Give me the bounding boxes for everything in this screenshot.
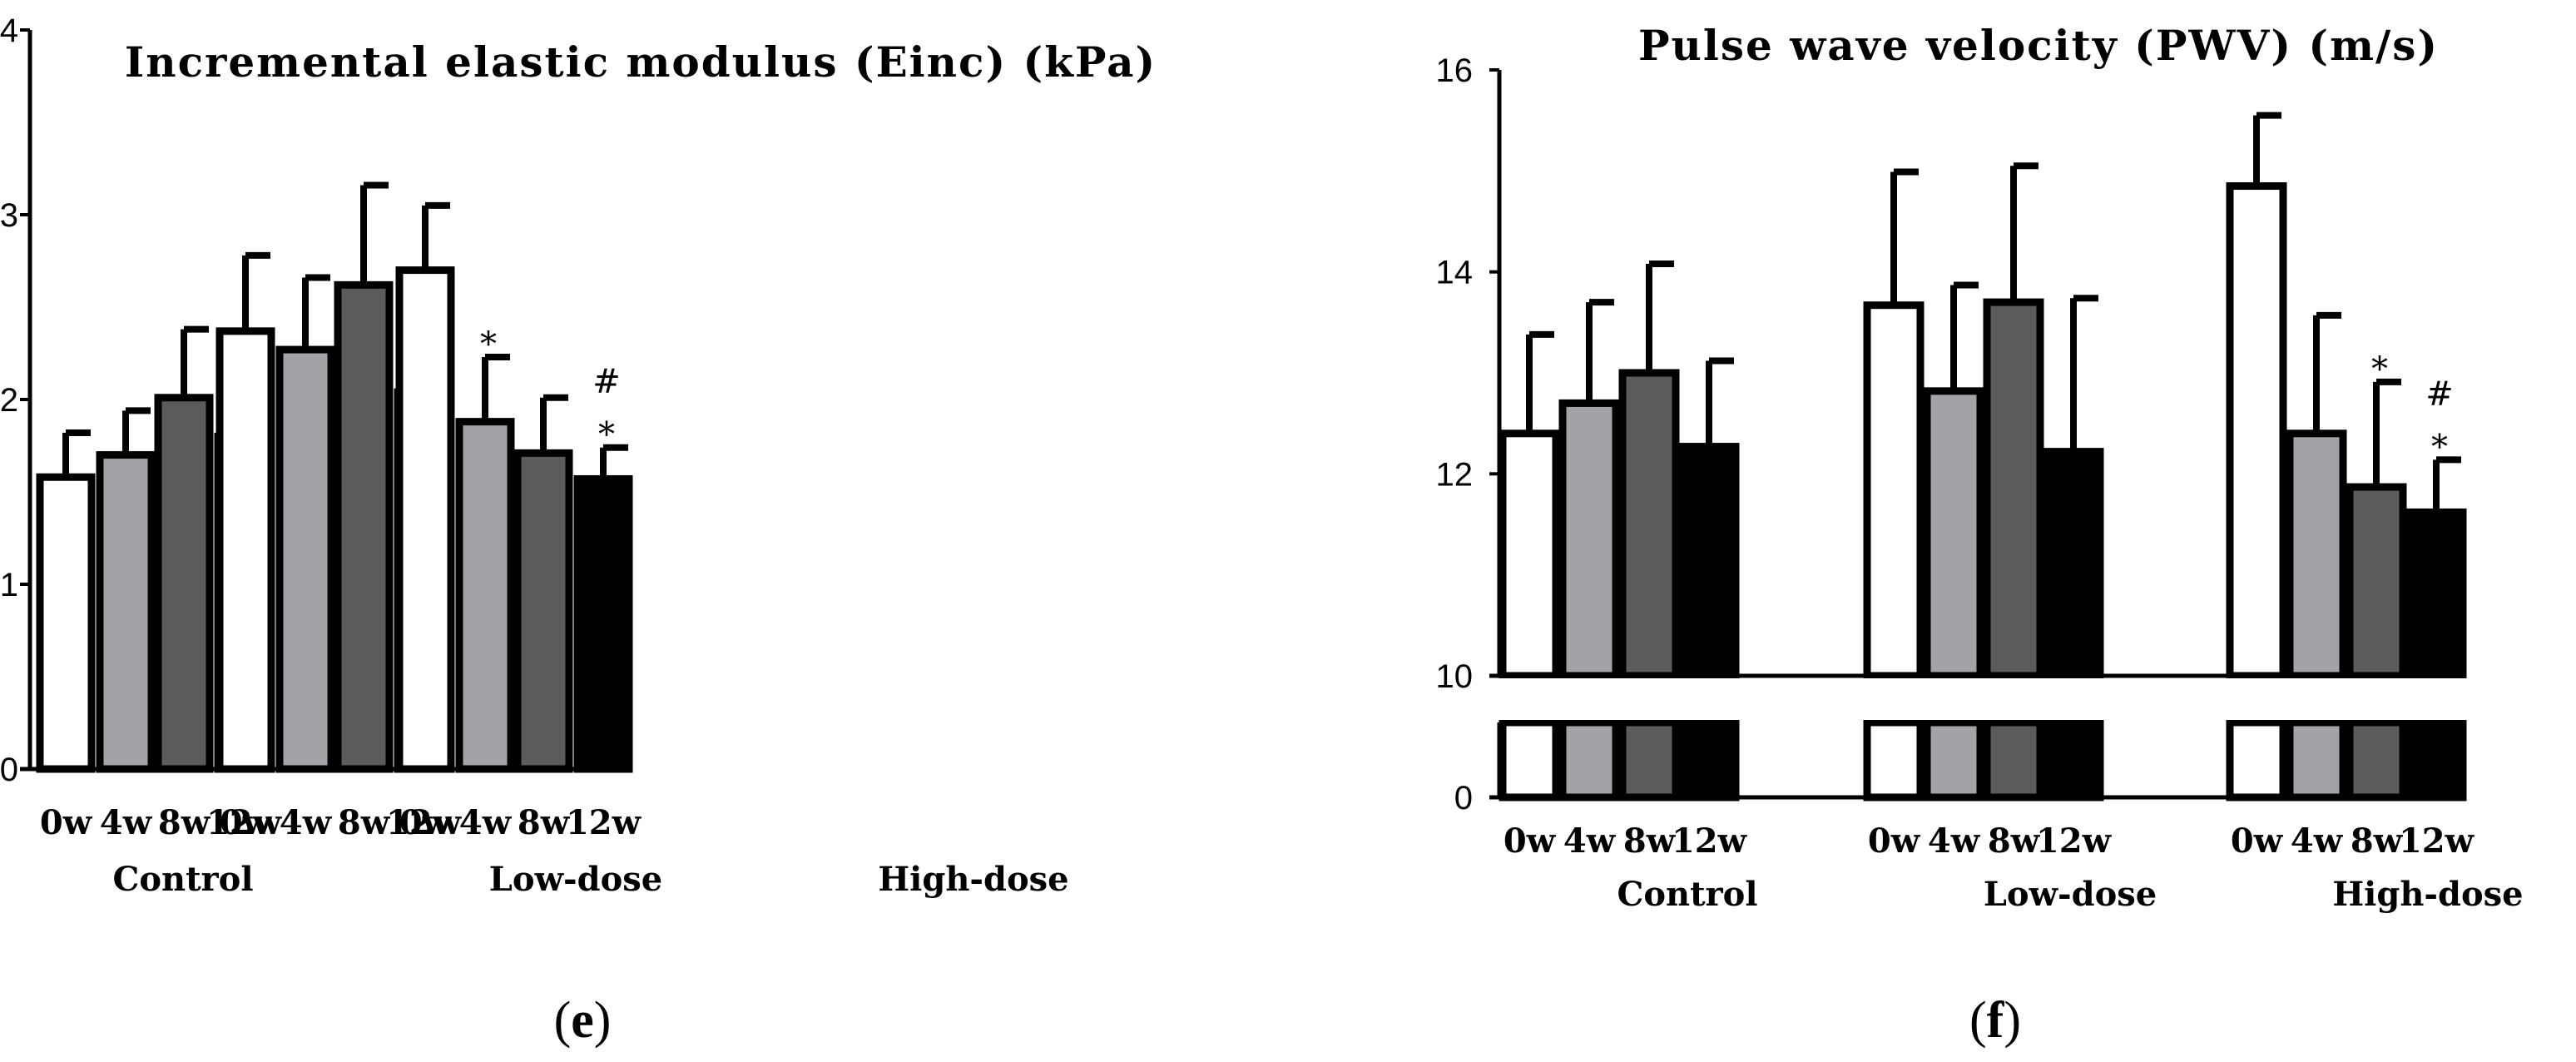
x-tick-label: 12w (1672, 821, 1748, 861)
axis-break-gap (2042, 678, 2105, 720)
significance-asterisk: * (598, 416, 615, 454)
x-tick-label: 8w (1623, 821, 1677, 861)
axis-break-gap (2345, 678, 2408, 720)
x-tick-label: 8w (338, 803, 391, 842)
x-tick-label: 0w (1503, 821, 1557, 861)
axis-break-gap (1617, 678, 1681, 720)
x-tick-label: 0w (399, 803, 453, 842)
bar (513, 449, 573, 773)
bar (1499, 429, 1560, 680)
axis-break-gap (2285, 678, 2348, 720)
x-tick-label: 4w (2291, 821, 2344, 861)
bar (2226, 182, 2287, 680)
axis-break-gap (1922, 678, 1985, 720)
x-tick-label: 12w (386, 803, 463, 842)
bar (36, 473, 96, 773)
y-tick-label: 10 (1436, 658, 1474, 695)
group-label: High-dose (2332, 875, 2523, 914)
bar-lower-segment (2226, 718, 2287, 801)
bar (2346, 483, 2407, 680)
y-tick-label: 2 (0, 382, 18, 419)
bar-lower-segment (1558, 718, 1620, 801)
x-tick-label: 4w (100, 803, 153, 842)
x-tick-label: 0w (220, 803, 273, 842)
bar (1863, 301, 1925, 680)
group-label: Control (1617, 875, 1757, 914)
bar (96, 451, 156, 773)
chart-title: Pulse wave velocity (PWV) (m/s) (1638, 21, 2439, 70)
panel-label-f: (f) (1969, 992, 2021, 1049)
significance-asterisk: * (2431, 428, 2448, 466)
axis-break-gap (2225, 678, 2288, 720)
x-tick-label: 4w (1563, 821, 1617, 861)
x-tick-label: 4w (280, 803, 333, 842)
axis-break-gap (1558, 678, 1621, 720)
bar (1923, 387, 1984, 680)
x-tick-label: 8w (518, 803, 571, 842)
x-tick-label: 12w (2399, 821, 2475, 861)
significance-hash: # (592, 363, 621, 401)
y-tick-label: 0 (0, 752, 18, 788)
group-label: High-dose (878, 860, 1068, 899)
x-tick-label: 0w (40, 803, 93, 842)
y-tick-label: 14 (1436, 255, 1474, 291)
bar-lower-segment (1983, 718, 2044, 801)
bar (1678, 443, 1740, 680)
x-tick-label: 8w (158, 803, 211, 842)
y-tick-label: 16 (1436, 52, 1474, 89)
x-tick-label: 8w (1988, 821, 2041, 861)
x-tick-label: 8w (2351, 821, 2404, 861)
chart-title: Incremental elastic modulus (Einc) (kPa) (125, 37, 1157, 87)
y-tick-label: 0 (1454, 780, 1473, 816)
bar (1558, 399, 1620, 680)
bar (275, 345, 335, 773)
y-tick-label: 4 (0, 12, 18, 49)
y-tick-label: 12 (1436, 456, 1474, 493)
bar (334, 280, 394, 773)
significance-asterisk: * (2371, 350, 2388, 389)
x-tick-label: 12w (2036, 821, 2113, 861)
x-tick-label: 12w (566, 803, 642, 842)
axis-break-gap (1982, 678, 2045, 720)
x-tick-label: 4w (1928, 821, 1981, 861)
x-tick-label: 4w (459, 803, 513, 842)
x-tick-label: 12w (206, 803, 283, 842)
chart-einc: Incremental elastic modulus (Einc) (kPa)… (0, 12, 1157, 899)
significance-asterisk: * (480, 325, 497, 364)
group-label: Low-dose (489, 860, 662, 899)
y-tick-label: 3 (0, 197, 18, 234)
bar-lower-segment (1618, 718, 1680, 801)
axis-break-gap (1498, 678, 1561, 720)
bar (2286, 429, 2347, 680)
bar-lower-segment (2286, 718, 2347, 801)
x-tick-label: 0w (1868, 821, 1921, 861)
bar (573, 474, 633, 773)
bar-lower-segment (1863, 718, 1925, 801)
significance-hash: # (2425, 375, 2454, 413)
bar-lower-segment (1678, 718, 1740, 801)
x-tick-label: 0w (2231, 821, 2284, 861)
bar-lower-segment (1499, 718, 1560, 801)
bar (455, 418, 515, 773)
axis-break-gap (1677, 678, 1741, 720)
bar-lower-segment (2346, 718, 2407, 801)
axis-break-gap (1862, 678, 1925, 720)
bar (154, 394, 214, 773)
bar-lower-segment (2043, 718, 2104, 801)
group-label: Control (112, 860, 253, 899)
bar (2043, 448, 2104, 680)
bar (1983, 298, 2044, 680)
bar-lower-segment (2405, 718, 2467, 801)
bar (215, 327, 275, 773)
chart-pwv: Pulse wave velocity (PWV) (m/s) 0 10 12 14 16… (1436, 21, 2524, 914)
y-tick-label: 1 (0, 567, 18, 603)
bar-lower-segment (1923, 718, 1984, 801)
group-label: Low-dose (1984, 875, 2157, 914)
bar (395, 266, 455, 773)
bar (1618, 369, 1680, 680)
bar (2405, 508, 2467, 680)
axis-break-gap (2405, 678, 2468, 720)
panel-label-e: (e) (554, 992, 612, 1049)
